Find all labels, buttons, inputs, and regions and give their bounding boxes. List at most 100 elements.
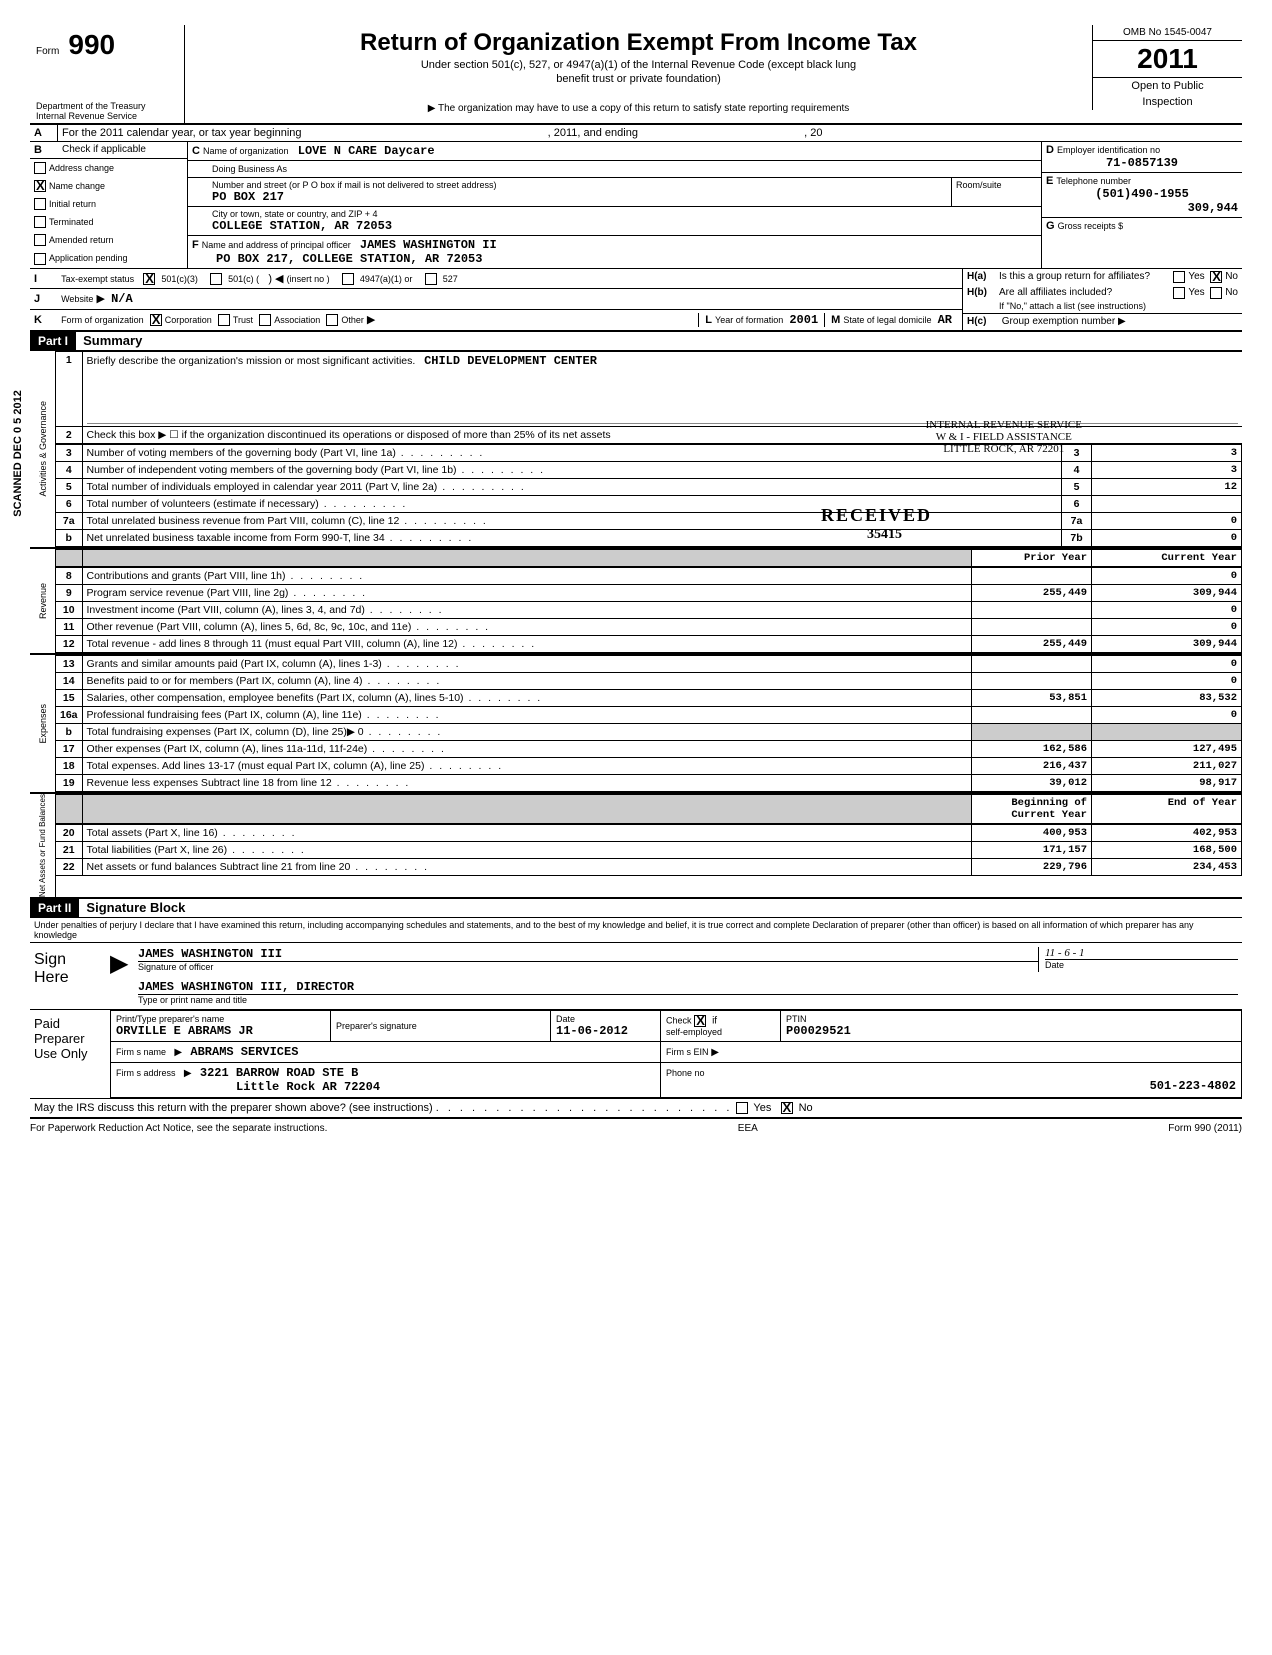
checkbox-hb-yes[interactable] (1173, 287, 1185, 299)
checkbox-trust[interactable] (218, 314, 230, 326)
opt-amended: Amended return (49, 235, 114, 245)
row-num: 15 (56, 690, 82, 707)
row-num: 5 (56, 479, 82, 496)
checkbox-ha-yes[interactable] (1173, 271, 1185, 283)
row-curr: 234,453 (1092, 859, 1242, 876)
line-f-text: Name and address of principal officer (202, 240, 351, 250)
row-curr: 98,917 (1092, 775, 1242, 792)
line-k-text: Form of organization (61, 315, 144, 325)
row-desc: Professional fundraising fees (Part IX, … (82, 707, 971, 724)
hc-label: H(c) (967, 316, 999, 327)
checkbox-527[interactable] (425, 273, 437, 285)
row-curr: 211,027 (1092, 758, 1242, 775)
row-prior: 39,012 (972, 775, 1092, 792)
checkbox-discuss-yes[interactable] (736, 1102, 748, 1114)
line-b-check-label: Check if applicable (58, 142, 187, 158)
col-curr: Current Year (1092, 550, 1242, 567)
checkbox-address-change[interactable] (34, 162, 46, 174)
row-prior: 171,157 (972, 842, 1092, 859)
row-prior (972, 619, 1092, 636)
checkbox-self-emp[interactable] (694, 1015, 706, 1027)
discuss-text: May the IRS discuss this return with the… (34, 1102, 433, 1114)
line-g-text: Gross receipts $ (1058, 221, 1124, 231)
opt-501c: 501(c) ( (228, 274, 259, 284)
part1-header: Part I (30, 332, 76, 350)
checkbox-initial-return[interactable] (34, 198, 46, 210)
name-title-value: JAMES WASHINGTON III, DIRECTOR (138, 980, 1238, 994)
sig-officer-label: Signature of officer (138, 961, 1038, 972)
line-f-label: F (192, 239, 199, 251)
city-value: COLLEGE STATION, AR 72053 (212, 219, 1037, 233)
year-formation: 2001 (789, 313, 818, 327)
opt-corp: Corporation (165, 315, 212, 325)
row-box: 4 (1062, 462, 1092, 479)
checkbox-4947[interactable] (342, 273, 354, 285)
row-prior (972, 602, 1092, 619)
perjury-text: Under penalties of perjury I declare tha… (30, 918, 1242, 943)
line-i-text: Tax-exempt status (61, 274, 134, 284)
form-header: Form 990 Department of the Treasury Inte… (30, 25, 1242, 125)
row-curr: 309,944 (1092, 585, 1242, 602)
extra-value: 309,944 (1046, 201, 1238, 215)
row-num: 4 (56, 462, 82, 479)
org-name: LOVE N CARE Daycare (298, 144, 435, 158)
row-num: 11 (56, 619, 82, 636)
hb-note: If "No," attach a list (see instructions… (963, 301, 1242, 313)
street-label: Number and street (or P O box if mail is… (212, 180, 947, 190)
checkbox-hb-no[interactable] (1210, 287, 1222, 299)
row-box: 7b (1062, 530, 1092, 547)
checkbox-corp[interactable] (150, 314, 162, 326)
type-print-label: Type or print name and title (138, 994, 1238, 1005)
firm-addr1: 3221 BARROW ROAD STE B (200, 1066, 358, 1080)
opt-527: 527 (443, 274, 458, 284)
opt-trust: Trust (233, 315, 253, 325)
row-desc: Total assets (Part X, line 16) . . . . .… (82, 825, 972, 842)
row-num: 18 (56, 758, 82, 775)
firm-phone: 501-223-4802 (1150, 1079, 1236, 1093)
row-prior (972, 656, 1092, 673)
row-val: 12 (1092, 479, 1242, 496)
row-prior: 162,586 (972, 741, 1092, 758)
row-num: 20 (56, 825, 82, 842)
checkbox-amended[interactable] (34, 234, 46, 246)
officer-sig-name: JAMES WASHINGTON III (138, 947, 1038, 961)
col-prior: Prior Year (972, 550, 1092, 567)
checkbox-name-change[interactable] (34, 180, 46, 192)
checkbox-terminated[interactable] (34, 216, 46, 228)
hb-label: H(b) (967, 287, 999, 299)
firm-ein-label: Firm s EIN (666, 1047, 709, 1057)
line-k-label: K (34, 314, 58, 326)
prep-name-label: Print/Type preparer's name (116, 1014, 325, 1024)
row-curr: 0 (1092, 602, 1242, 619)
stamp-field: W & I - FIELD ASSISTANCE (926, 431, 1082, 443)
checkbox-501c[interactable] (210, 273, 222, 285)
row-prior: 229,796 (972, 859, 1092, 876)
checkbox-assoc[interactable] (259, 314, 271, 326)
margin-stamp: SCANNED DEC 0 5 2012 (12, 390, 24, 517)
ptin-label: PTIN (786, 1014, 1236, 1024)
checkbox-other[interactable] (326, 314, 338, 326)
line-e-label: E (1046, 175, 1053, 187)
row-desc: Program service revenue (Part VIII, line… (82, 585, 972, 602)
checkbox-ha-no[interactable] (1210, 271, 1222, 283)
line1-num: 1 (56, 352, 82, 427)
line-d-text: Employer identification no (1057, 145, 1160, 155)
opt-address-change: Address change (49, 163, 114, 173)
stamp-irs: INTERNAL REVENUE SERVICE (926, 419, 1082, 431)
row-desc: Total expenses. Add lines 13-17 (must eq… (82, 758, 971, 775)
row-desc: Number of voting members of the governin… (82, 445, 1062, 462)
checkbox-501c3[interactable] (143, 273, 155, 285)
row-desc: Investment income (Part VIII, column (A)… (82, 602, 972, 619)
tax-year: 2011 (1093, 41, 1242, 78)
check-if-label: Check (666, 1015, 692, 1025)
side-exp: Expenses (38, 704, 48, 744)
checkbox-discuss-no[interactable] (781, 1102, 793, 1114)
line-d-label: D (1046, 144, 1054, 156)
line-g-label: G (1046, 220, 1055, 232)
form-subtitle-2: benefit trust or private foundation) (195, 73, 1082, 85)
date-value: 11 - 6 - 1 (1045, 947, 1238, 959)
form-title: Return of Organization Exempt From Incom… (195, 29, 1082, 57)
checkbox-app-pending[interactable] (34, 253, 46, 265)
row-prior (972, 673, 1092, 690)
line2-content: Check this box ▶ ☐ if the organization d… (87, 429, 611, 441)
